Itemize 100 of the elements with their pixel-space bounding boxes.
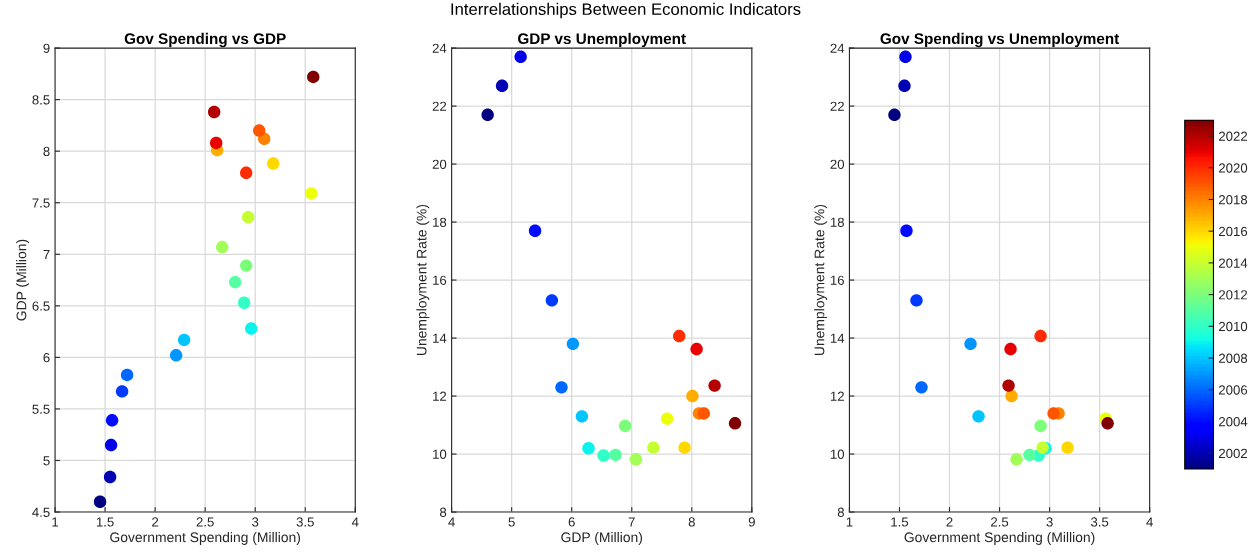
y-tick-label: 20 [432, 159, 447, 169]
x-tick-label: 7 [628, 517, 635, 527]
point [629, 453, 643, 466]
x-tick-label: 6 [568, 517, 575, 527]
y-tick-label: 8 [43, 146, 50, 157]
color-bar-label: 2004 [1218, 417, 1248, 427]
point [545, 294, 559, 307]
point [690, 342, 703, 356]
point [888, 108, 901, 121]
point [93, 495, 107, 508]
point [209, 136, 223, 150]
point [237, 296, 251, 309]
point [267, 157, 280, 170]
y-tick-label: 7.5 [32, 198, 50, 208]
y-tick-label: 5 [43, 456, 50, 466]
y-tick-label: 7 [43, 249, 50, 260]
color-bar-label: 2016 [1218, 226, 1248, 237]
x-tick-label: 3 [252, 517, 259, 527]
point [1047, 407, 1060, 420]
point [597, 449, 610, 462]
point [686, 389, 699, 403]
point [900, 224, 913, 237]
y-tick-label: 8.5 [32, 95, 50, 105]
y-tick-label: 22 [830, 101, 844, 111]
chart-title: Gov Spending vs Unemployment [880, 32, 1120, 48]
point [618, 419, 632, 433]
y-axis-title: GDP (Million) [16, 239, 30, 321]
x-tick-label: 4 [448, 517, 455, 527]
color-bar-label: 2008 [1218, 353, 1248, 363]
y-tick-label: 12 [830, 391, 844, 401]
x-axis-title: GDP (Million) [561, 531, 643, 545]
point [239, 259, 253, 272]
chart-title: GDP vs Unemployment [518, 32, 686, 48]
point [239, 166, 253, 180]
y-tick-label: 12 [433, 391, 447, 401]
chart-title: Gov Spending vs GDP [124, 32, 286, 48]
y-tick-label: 4.5 [32, 507, 50, 517]
color-bar-label: 2022 [1218, 131, 1248, 141]
point [207, 105, 221, 119]
x-tick-label: 2 [152, 517, 159, 527]
point [1034, 329, 1047, 343]
point [244, 322, 258, 335]
point [1061, 441, 1074, 454]
point [307, 70, 320, 84]
x-tick-label: 4 [351, 517, 359, 527]
point [228, 275, 242, 289]
x-tick-label: 1 [52, 517, 59, 527]
x-tick-label: 9 [748, 517, 755, 527]
point [1002, 379, 1015, 392]
point [898, 79, 911, 92]
point [103, 470, 117, 484]
y-tick-label: 10 [433, 449, 447, 459]
color-bar-label: 2010 [1218, 321, 1248, 332]
y-tick-label: 14 [433, 333, 447, 343]
point [672, 329, 686, 343]
point [678, 441, 691, 454]
x-tick-label: 2.5 [196, 517, 214, 527]
y-tick-label: 24 [432, 43, 447, 53]
x-axis-title: Government Spending (Million) [904, 531, 1095, 545]
point [697, 407, 711, 420]
color-bar-label: 2018 [1218, 195, 1248, 205]
point [528, 224, 542, 237]
point [910, 294, 923, 307]
y-tick-label: 14 [830, 333, 845, 343]
point [177, 333, 191, 347]
point [972, 410, 985, 423]
x-tick-label: 3.5 [1090, 517, 1109, 527]
x-tick-label: 3 [1046, 517, 1053, 527]
x-tick-label: 1.5 [891, 517, 909, 527]
point [105, 414, 119, 427]
point [514, 50, 527, 63]
x-tick-label: 8 [688, 517, 695, 527]
point [915, 381, 928, 394]
point [964, 337, 977, 351]
y-tick-label: 6 [43, 352, 50, 363]
point [215, 240, 229, 254]
point [1023, 448, 1036, 462]
y-tick-label: 6.5 [32, 301, 50, 311]
y-tick-label: 18 [433, 217, 447, 227]
point [1101, 417, 1114, 430]
point [305, 187, 318, 200]
point [241, 210, 255, 224]
point [575, 410, 589, 423]
point [253, 124, 266, 137]
y-tick-label: 8 [837, 507, 844, 517]
y-tick-label: 16 [830, 275, 844, 285]
y-tick-label: 20 [830, 159, 845, 169]
text: Interrelationships Between Economic Indicators [451, 2, 801, 19]
y-axis-title: Unemployment Rate (%) [814, 204, 828, 356]
color-bar-label: 2002 [1218, 448, 1248, 459]
point [555, 381, 568, 394]
color-bar-label: 2006 [1218, 385, 1248, 395]
point [495, 79, 509, 92]
y-tick-label: 10 [830, 449, 845, 459]
point [566, 337, 580, 351]
point [647, 441, 660, 454]
y-tick-label: 8 [439, 507, 447, 517]
y-tick-label: 18 [830, 217, 844, 227]
point [115, 385, 129, 398]
color-bar-label: 2020 [1218, 163, 1248, 173]
